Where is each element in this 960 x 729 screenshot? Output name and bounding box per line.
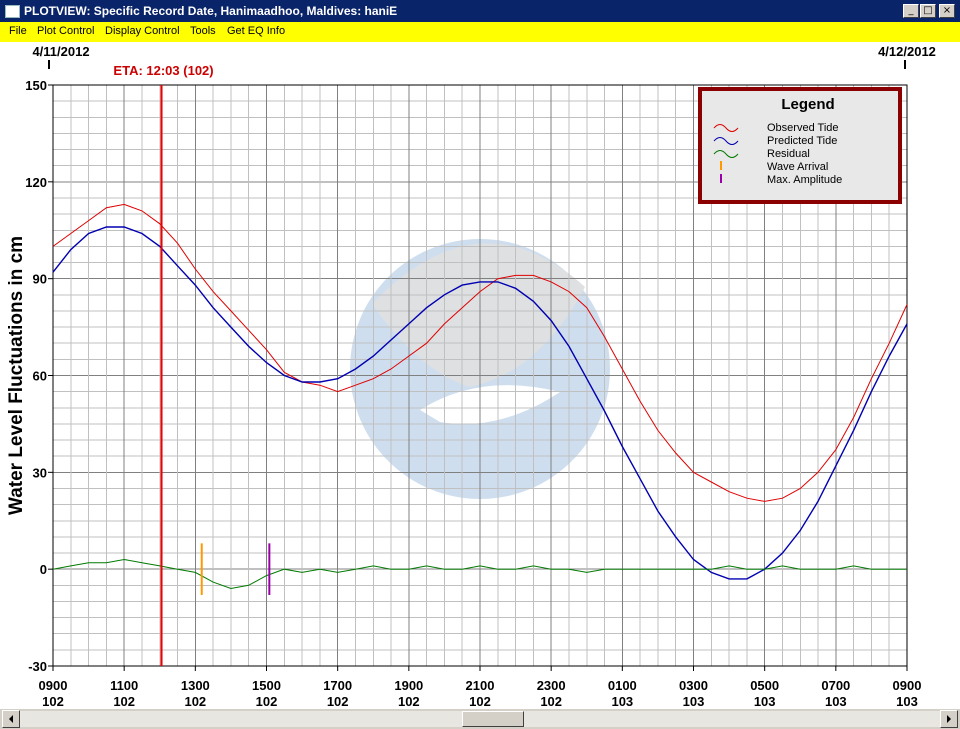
legend-swatch-observed: [713, 124, 739, 132]
legend-swatch-residual: [713, 150, 739, 158]
x-tick-label-time: 1500: [252, 678, 281, 693]
legend-box: [698, 87, 902, 204]
y-tick-label: 150: [25, 78, 47, 93]
title-bar: PLOTVIEW: Specific Record Date, Hanimaad…: [0, 0, 960, 22]
window-title: PLOTVIEW: Specific Record Date, Hanimaad…: [24, 4, 398, 18]
legend-label-residual: Residual: [767, 148, 810, 160]
series-residual: [52, 558, 907, 590]
x-tick-label-time: 2100: [466, 678, 495, 693]
y-axis-title: Water Level Fluctuations in cm: [6, 236, 27, 515]
watermark-bird: [420, 385, 560, 424]
scroll-left-arrow-icon[interactable]: [2, 710, 20, 728]
x-tick-label-time: 2300: [537, 678, 566, 693]
app-icon: [5, 5, 20, 18]
legend-label-observed: Observed Tide: [767, 122, 839, 134]
x-tick-label-time: 0700: [821, 678, 850, 693]
x-tick-label-time: 0300: [679, 678, 708, 693]
legend-swatch-predicted: [713, 137, 739, 145]
x-tick-label-time: 0500: [750, 678, 779, 693]
menu-plot-control[interactable]: Plot Control: [37, 25, 95, 37]
legend-label-wave_arrival: Wave Arrival: [767, 161, 828, 173]
x-tick-label-time: 1700: [323, 678, 352, 693]
horizontal-scrollbar[interactable]: [0, 708, 960, 729]
tide-chart: 150 120 90 60 30 0 -30 Water Level Fluctuations…: [6, 44, 936, 708]
scrollbar-thumb[interactable]: [462, 711, 524, 727]
legend-label-predicted: Predicted Tide: [767, 135, 837, 147]
x-tick-label-time: 0900: [39, 678, 68, 693]
x-tick-label-time: 0900: [893, 678, 922, 693]
y-tick-label: 90: [33, 272, 47, 287]
watermark-shape: [372, 243, 585, 387]
y-tick-label: 0: [40, 562, 47, 577]
menu-display-control[interactable]: Display Control: [105, 25, 180, 37]
x-tick-label-day: 102: [540, 694, 562, 708]
x-tick-label-day: 103: [825, 694, 847, 708]
menu-get-eq-info[interactable]: Get EQ Info: [227, 25, 286, 37]
menu-file[interactable]: File: [9, 25, 27, 37]
chart-area: 150 120 90 60 30 0 -30 Water Level Fluctuations…: [0, 42, 960, 708]
x-tick-label-day: 102: [184, 694, 206, 708]
y-tick-label: -30: [28, 659, 47, 674]
x-tick-label-day: 103: [683, 694, 705, 708]
menu-bar: File Plot Control Display Control Tools …: [0, 22, 960, 42]
x-tick-label-day: 102: [469, 694, 491, 708]
eta-label: ETA: 12:03 (102): [113, 63, 213, 78]
maximize-button[interactable]: □: [920, 4, 936, 18]
legend-label-max_amplitude: Max. Amplitude: [767, 174, 842, 186]
date-label: 4/11/2012: [32, 44, 89, 59]
y-tick-label: 30: [33, 465, 47, 480]
date-label: 4/12/2012: [878, 44, 936, 59]
x-tick-label-day: 103: [896, 694, 918, 708]
minimize-button[interactable]: _: [903, 4, 919, 18]
x-tick-label-day: 102: [113, 694, 135, 708]
x-tick-label-time: 1100: [110, 678, 138, 693]
x-tick-label-day: 102: [327, 694, 349, 708]
y-tick-label: 60: [33, 369, 47, 384]
close-button[interactable]: ×: [939, 4, 955, 18]
legend-title: Legend: [781, 96, 834, 113]
x-tick-label-day: 102: [42, 694, 64, 708]
scroll-right-arrow-icon[interactable]: [940, 710, 958, 728]
x-tick-label-time: 1300: [181, 678, 210, 693]
x-tick-label-time: 1900: [394, 678, 423, 693]
x-tick-label-day: 102: [398, 694, 420, 708]
series-observed: [52, 203, 908, 502]
x-tick-label-day: 102: [256, 694, 278, 708]
x-tick-label-day: 103: [754, 694, 776, 708]
x-tick-label-time: 0100: [608, 678, 637, 693]
menu-tools[interactable]: Tools: [190, 25, 216, 37]
x-tick-label-day: 103: [611, 694, 633, 708]
y-tick-label: 120: [25, 175, 47, 190]
